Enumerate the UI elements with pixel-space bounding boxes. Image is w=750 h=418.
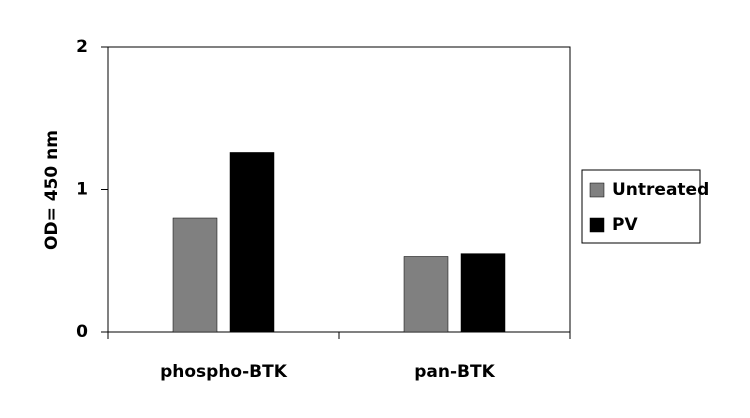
y-axis-label: OD= 450 nm	[42, 130, 62, 250]
y-tick-label: 1	[76, 180, 88, 200]
bar	[403, 256, 449, 333]
bar	[172, 217, 218, 333]
legend-swatch	[589, 182, 605, 198]
bar	[460, 253, 506, 333]
bar	[229, 152, 275, 333]
legend-label: Untreated	[612, 180, 709, 200]
legend-label: PV	[612, 215, 638, 235]
y-tick-label: 0	[76, 322, 88, 342]
y-tick-label: 2	[76, 37, 88, 57]
x-tick-label: pan-BTK	[414, 362, 495, 382]
x-tick-label: phospho-BTK	[160, 362, 288, 382]
legend-swatch	[589, 217, 605, 233]
